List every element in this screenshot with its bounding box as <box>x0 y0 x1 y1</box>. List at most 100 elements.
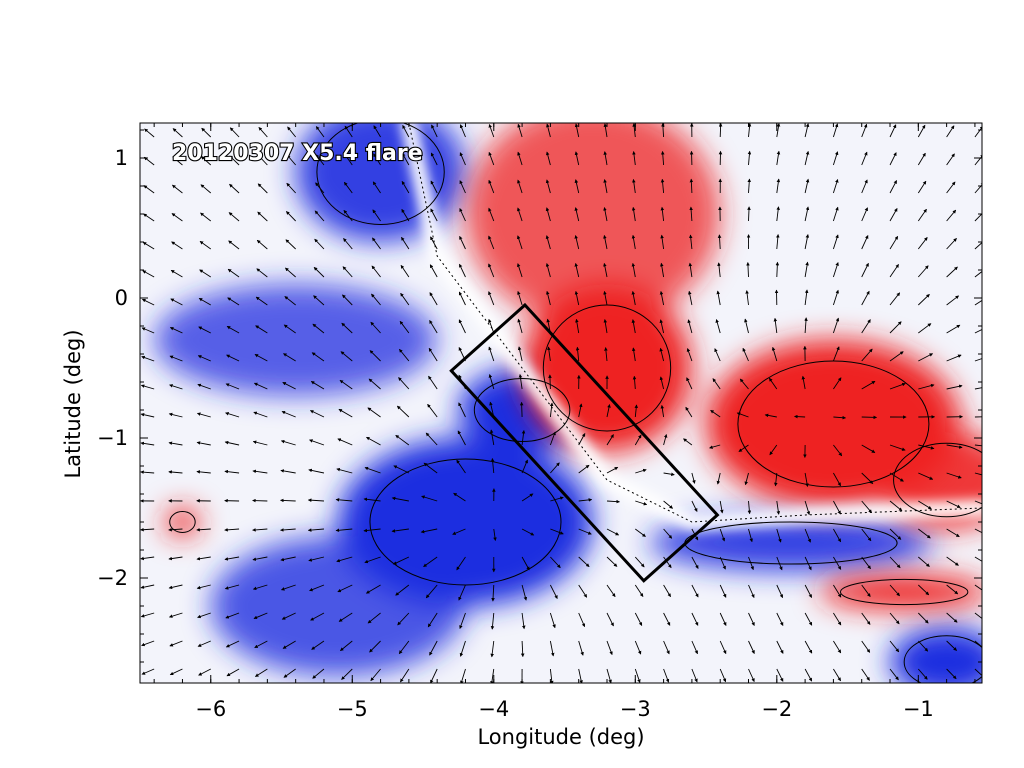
field-arrow <box>229 183 240 194</box>
field-arrow <box>225 612 240 619</box>
field-arrow <box>833 472 841 487</box>
field-arrow <box>736 412 749 418</box>
field-arrow <box>169 327 183 334</box>
field-arrow <box>400 264 410 278</box>
field-arrow <box>488 235 495 250</box>
field-arrow <box>748 668 755 683</box>
field-arrow <box>634 668 641 683</box>
field-arrow <box>429 640 438 656</box>
field-arrow <box>663 433 668 446</box>
field-arrow <box>889 612 900 625</box>
field-arrow <box>748 640 755 655</box>
field-arrow <box>549 431 556 446</box>
field-arrow <box>252 469 268 474</box>
field-arrow <box>776 206 780 222</box>
field-arrow <box>691 668 698 683</box>
field-arrow <box>282 640 296 649</box>
field-arrow <box>143 213 155 222</box>
field-arrow <box>917 265 929 278</box>
field-arrow <box>488 346 495 362</box>
field-arrow <box>308 468 325 474</box>
field-arrow <box>337 438 353 446</box>
field-arrow <box>227 297 240 306</box>
field-arrow <box>546 123 551 138</box>
field-arrow <box>719 528 726 542</box>
flare-box <box>449 302 720 583</box>
field-arrow <box>833 500 841 515</box>
field-arrow <box>663 472 675 477</box>
field-arrow <box>199 269 212 278</box>
field-arrow <box>339 379 353 390</box>
field-arrow <box>861 380 876 390</box>
field-arrow <box>198 326 211 334</box>
field-arrow <box>309 439 325 446</box>
field-arrow <box>196 556 211 561</box>
field-arrow <box>335 528 353 533</box>
field-arrow <box>709 444 721 449</box>
field-arrow <box>974 444 982 447</box>
field-arrow <box>143 156 155 166</box>
field-arrow <box>861 444 876 453</box>
field-arrow <box>308 556 325 562</box>
field-arrow <box>574 262 580 278</box>
field-arrow <box>918 444 935 450</box>
x-tick-label: −6 <box>195 697 226 721</box>
field-arrow <box>225 640 240 648</box>
field-arrow <box>574 207 580 222</box>
negative-region-west-band <box>154 284 438 396</box>
field-arrow <box>140 556 155 561</box>
field-arrow <box>603 206 608 222</box>
field-arrow <box>691 556 699 569</box>
field-arrow <box>744 472 749 486</box>
field-arrow <box>140 441 155 446</box>
field-arrow <box>946 472 962 479</box>
field-arrow <box>604 347 608 362</box>
field-arrow <box>169 384 183 390</box>
field-arrow <box>364 556 381 564</box>
field-arrow <box>517 123 523 138</box>
field-arrow <box>918 500 932 510</box>
field-arrow <box>606 640 613 656</box>
field-arrow <box>197 612 211 619</box>
field-arrow <box>946 640 957 651</box>
field-arrow <box>660 150 665 166</box>
field-arrow <box>714 348 721 362</box>
field-arrow <box>578 612 586 628</box>
field-arrow <box>974 472 982 476</box>
field-arrow <box>603 151 608 166</box>
field-arrow <box>689 206 693 222</box>
field-arrow <box>861 290 870 306</box>
x-tick-label: −3 <box>620 697 651 721</box>
field-arrow <box>719 556 726 570</box>
field-arrow <box>688 290 693 306</box>
field-arrow <box>776 528 782 543</box>
field-arrow <box>632 178 636 194</box>
field-arrow <box>663 668 670 683</box>
field-arrow <box>141 355 155 362</box>
field-arrow <box>574 234 580 250</box>
field-arrow <box>258 126 268 138</box>
field-arrow <box>400 668 410 683</box>
field-arrow <box>456 556 466 571</box>
field-arrow <box>631 319 636 334</box>
field-arrow <box>286 154 297 166</box>
field-arrow <box>686 348 693 362</box>
field-arrow <box>889 351 904 362</box>
field-arrow <box>861 207 868 222</box>
field-arrow <box>974 584 982 591</box>
field-arrow <box>547 346 551 362</box>
field-arrow <box>889 444 906 451</box>
field-arrow <box>401 208 410 222</box>
field-arrow <box>168 470 183 474</box>
field-arrow <box>141 668 155 675</box>
field-arrow <box>287 126 297 138</box>
field-arrow <box>257 183 268 194</box>
field-arrow <box>769 444 778 456</box>
field-arrow <box>764 413 777 418</box>
field-arrow <box>517 318 523 334</box>
field-arrow <box>889 152 897 166</box>
field-arrow <box>168 584 183 590</box>
contour-northwest-arm <box>316 123 445 225</box>
field-arrow <box>430 668 438 683</box>
